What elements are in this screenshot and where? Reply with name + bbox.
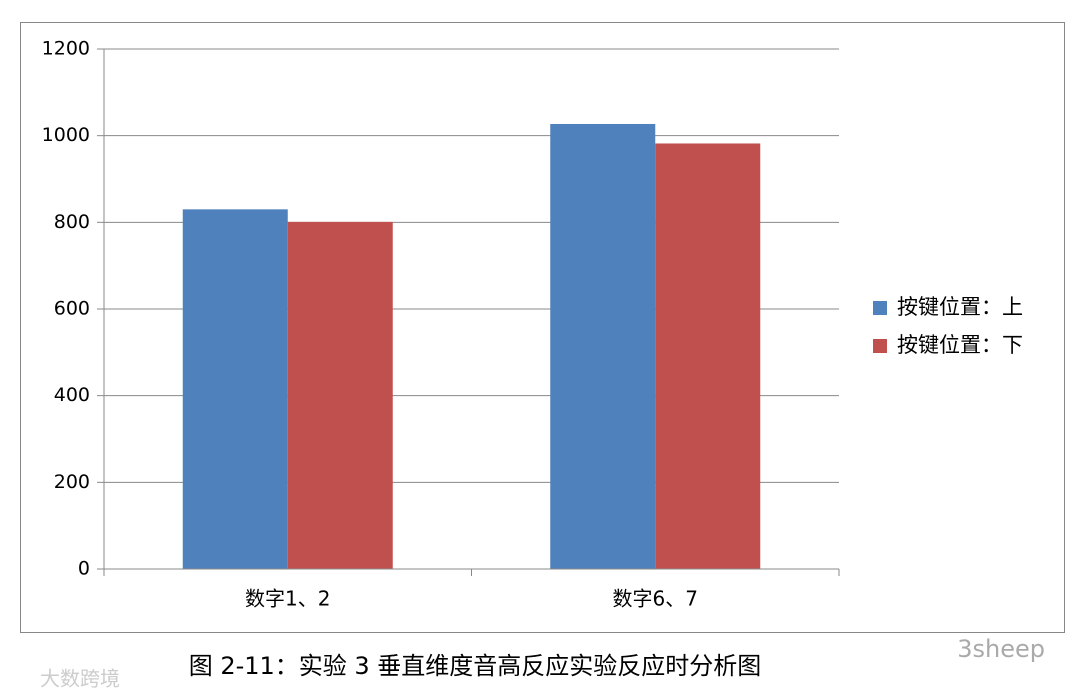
y-tick-label: 800 xyxy=(54,211,90,233)
legend-label: 按键位置：下 xyxy=(897,333,1023,357)
x-tick-label: 数字1、2 xyxy=(245,587,330,611)
caption: 图 2-11：实验 3 垂直维度音高反应实验反应时分析图 xyxy=(189,652,762,680)
legend-swatch xyxy=(873,339,887,353)
y-tick-label: 1000 xyxy=(42,124,90,146)
bar xyxy=(182,209,288,570)
y-tick-label: 1200 xyxy=(42,38,90,60)
legend-swatch xyxy=(873,301,887,315)
bar xyxy=(550,123,656,569)
y-tick-label: 600 xyxy=(54,298,90,320)
bar xyxy=(655,143,761,569)
y-tick-label: 0 xyxy=(78,558,90,580)
watermark: 3sheep xyxy=(957,635,1045,663)
watermark: 大数跨境 xyxy=(40,667,120,691)
bar xyxy=(287,221,393,569)
legend-label: 按键位置：上 xyxy=(897,295,1023,319)
y-tick-label: 400 xyxy=(54,384,90,406)
y-tick-label: 200 xyxy=(54,471,90,493)
x-tick-label: 数字6、7 xyxy=(613,587,698,611)
chart-frame xyxy=(20,22,1065,633)
